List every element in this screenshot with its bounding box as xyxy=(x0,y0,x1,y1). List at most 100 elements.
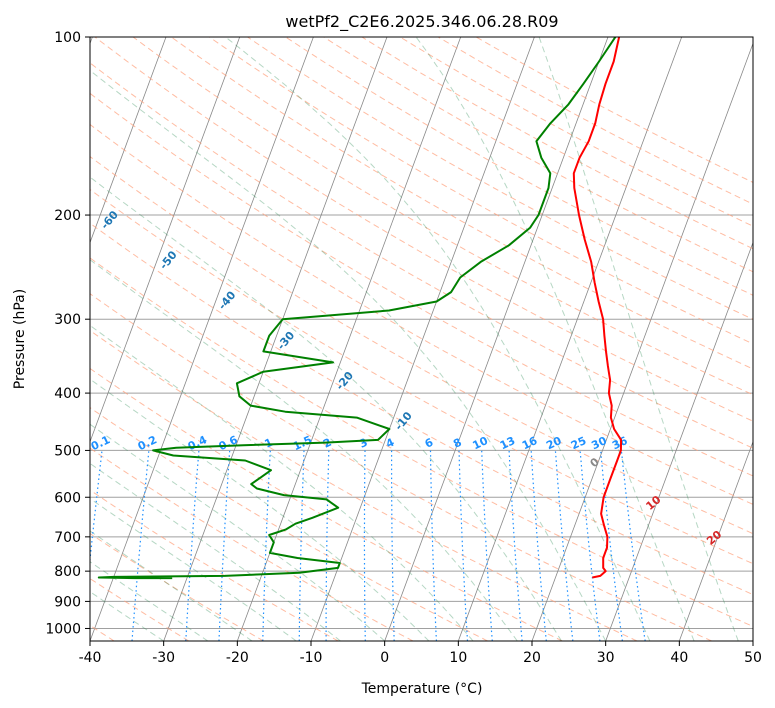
y-tick-label: 600 xyxy=(54,490,81,506)
moist-adiabats xyxy=(90,37,739,641)
isotherm-line xyxy=(310,37,535,641)
x-tick-label: 0 xyxy=(380,650,389,666)
dry-adiabat-line xyxy=(90,123,753,505)
y-tick-label: 1000 xyxy=(45,621,81,637)
chart-title: wetPf2_C2E6.2025.346.06.28.R09 xyxy=(285,12,558,32)
y-tick-label: 700 xyxy=(54,530,81,546)
pressure-gridlines xyxy=(90,37,753,629)
moist-adiabat-label: 10 xyxy=(643,493,663,513)
moist-adiabat-line xyxy=(538,37,739,641)
dry-adiabat-line xyxy=(90,367,563,641)
moist-adiabat-line xyxy=(90,423,386,641)
mixing-ratio-label: 10 xyxy=(471,434,491,452)
mixing-ratio-line xyxy=(530,450,547,641)
dry-adiabat-line xyxy=(90,222,753,596)
dry-adiabat-line xyxy=(285,37,753,296)
dry-adiabat-label: -80 xyxy=(0,128,4,152)
sounding-series xyxy=(97,37,623,580)
mixing-ratio-line xyxy=(458,450,469,641)
mixing-ratio-line xyxy=(298,450,305,641)
dry-adiabat-line xyxy=(90,188,753,565)
mixing-ratio-line xyxy=(185,450,200,641)
dry-adiabat-line xyxy=(90,489,339,641)
moist-adiabat-line xyxy=(90,497,297,641)
moist-adiabat-line xyxy=(90,324,474,641)
isotherm-line xyxy=(457,37,683,641)
x-tick-label: -40 xyxy=(79,650,102,666)
dry-adiabat-line xyxy=(90,532,264,641)
mixing-ratio-line xyxy=(508,450,523,641)
moist-adiabat-line xyxy=(90,530,253,641)
mixing-ratio-line xyxy=(262,450,271,641)
mixing-ratio-line xyxy=(579,450,601,641)
mixing-ratio-label: 16 xyxy=(520,434,540,452)
mixing-ratio-line xyxy=(391,450,395,641)
isotherm-line xyxy=(752,639,753,641)
temperature-profile-line xyxy=(572,37,623,579)
dewpoint-profile-line xyxy=(97,37,617,580)
x-axis-label: Temperature (°C) xyxy=(361,681,483,697)
mixing-ratio-line xyxy=(554,450,574,641)
y-axis-ticks: 100 200 300 400 500 600 700 800 900 1000 xyxy=(45,30,90,637)
x-tick-label: 40 xyxy=(670,650,688,666)
mixing-ratio-line xyxy=(363,450,366,641)
moist-adiabat-line xyxy=(90,259,518,641)
dry-adiabat-line xyxy=(247,37,753,320)
x-tick-label: -20 xyxy=(226,650,249,666)
dry-adiabat-line xyxy=(90,257,753,627)
skewed-isotherms xyxy=(90,37,753,641)
y-axis-label: Pressure (hPa) xyxy=(12,289,28,389)
mixing-ratio-label: 13 xyxy=(498,434,517,452)
mixing-ratio-label: 30 xyxy=(589,434,609,452)
y-tick-label: 800 xyxy=(54,564,81,580)
mixing-ratio-label: 3 xyxy=(357,436,369,451)
x-axis-ticks: -40 -30 -20 -10 0 10 20 30 40 50 xyxy=(79,641,762,666)
y-tick-label: 400 xyxy=(54,386,81,402)
mixing-ratio-line xyxy=(600,450,623,641)
y-tick-label: 900 xyxy=(54,594,81,610)
mixing-ratio-line xyxy=(131,450,150,641)
moist-adiabat-line xyxy=(225,37,651,641)
dry-adiabat-label: -70 xyxy=(39,168,62,192)
mixing-ratio-line xyxy=(218,450,231,641)
x-tick-label: -30 xyxy=(152,650,175,666)
mixing-ratio-label: 4 xyxy=(384,436,397,451)
isotherm-line xyxy=(605,241,753,641)
mixing-ratio-lines xyxy=(90,450,646,641)
moist-adiabat-line xyxy=(415,37,695,641)
mixing-ratio-line xyxy=(90,450,103,566)
moist-adiabat-label: 30 xyxy=(767,558,775,578)
x-tick-label: 20 xyxy=(523,650,541,666)
dry-adiabat-line xyxy=(90,407,488,641)
mixing-ratio-line xyxy=(325,450,330,641)
isotherm-line xyxy=(384,37,609,641)
mixing-ratio-line xyxy=(481,450,493,641)
y-tick-label: 500 xyxy=(54,443,81,459)
isotherm-line xyxy=(236,37,462,641)
plot-frame xyxy=(89,36,754,642)
mixing-ratio-line xyxy=(429,450,437,641)
y-tick-label: 200 xyxy=(54,208,81,224)
mixing-ratio-label: 25 xyxy=(569,434,588,452)
dry-adiabat-line xyxy=(90,293,712,641)
isotherm-line xyxy=(90,37,241,443)
moist-adiabat-line xyxy=(90,69,607,641)
line-labels: 0.10.20.40.611.52346810131620253036-100-… xyxy=(0,128,775,578)
moist-adiabat-line xyxy=(90,176,562,641)
dry-adiabats xyxy=(90,37,753,641)
y-tick-label: 100 xyxy=(54,30,81,46)
isotherm-line xyxy=(531,42,753,641)
x-tick-label: -10 xyxy=(300,650,323,666)
x-tick-label: 30 xyxy=(597,650,615,666)
plot-area: 0.10.20.40.611.52346810131620253036-100-… xyxy=(0,37,775,641)
mixing-ratio-label: 1 xyxy=(263,436,275,451)
moist-adiabat-line xyxy=(90,591,164,641)
x-tick-label: 10 xyxy=(449,650,467,666)
isotherm-line xyxy=(90,37,167,244)
dry-adiabat-line xyxy=(209,37,753,345)
dry-adiabat-line xyxy=(399,37,753,227)
x-tick-label: 50 xyxy=(744,650,762,666)
dry-adiabat-line xyxy=(132,37,753,396)
moist-adiabat-line xyxy=(90,378,430,641)
